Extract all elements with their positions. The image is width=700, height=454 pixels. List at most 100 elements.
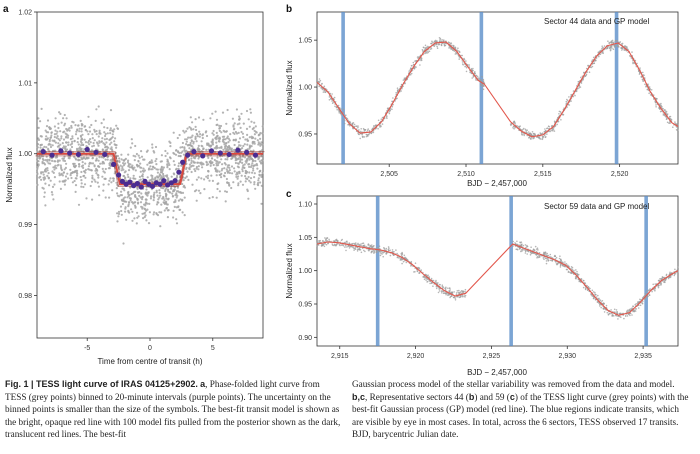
grey-point <box>572 95 574 98</box>
grey-point <box>89 138 92 141</box>
grey-point <box>105 137 108 140</box>
grey-point <box>114 137 117 140</box>
grey-point <box>53 140 56 143</box>
grey-point <box>237 141 240 144</box>
grey-point <box>176 136 179 140</box>
grey-point <box>212 163 215 167</box>
grey-point <box>534 245 537 248</box>
binned-point <box>75 151 82 158</box>
grey-point <box>395 91 398 94</box>
grey-point <box>198 148 201 151</box>
grey-point <box>518 126 520 128</box>
grey-point <box>116 212 119 215</box>
grey-point <box>111 129 114 132</box>
grey-point <box>259 169 262 173</box>
grey-point <box>178 133 181 137</box>
binned-point <box>235 147 241 153</box>
grey-point <box>169 145 172 148</box>
grey-point <box>138 194 141 197</box>
grey-point <box>482 78 485 81</box>
grey-point <box>452 44 455 47</box>
grey-point <box>46 169 49 172</box>
grey-point <box>122 164 126 167</box>
grey-point <box>464 288 467 291</box>
grey-point <box>253 181 256 184</box>
grey-point <box>612 48 615 50</box>
grey-point <box>216 187 219 191</box>
grey-point <box>174 199 177 202</box>
grey-point <box>453 50 456 52</box>
grey-point <box>187 178 190 181</box>
grey-point <box>193 156 196 159</box>
grey-point <box>371 245 374 248</box>
grey-point <box>141 195 144 198</box>
caption-title: Fig. 1 | TESS light curve of IRAS 04125+… <box>5 379 198 389</box>
grey-point <box>323 89 325 91</box>
grey-point <box>187 136 190 139</box>
grey-point <box>210 174 213 177</box>
grey-point <box>318 78 321 80</box>
grey-point <box>42 178 46 181</box>
grey-point <box>637 301 639 303</box>
grey-point <box>52 166 55 169</box>
grey-point <box>152 199 155 202</box>
grey-point <box>128 211 131 214</box>
grey-point <box>387 246 390 248</box>
grey-point <box>69 148 72 151</box>
y-tick-label: 0.98 <box>18 293 32 300</box>
grey-point <box>173 186 176 189</box>
grey-point <box>239 126 242 129</box>
grey-point <box>143 169 146 172</box>
grey-point <box>117 215 120 218</box>
grey-point <box>168 156 172 159</box>
grey-point <box>151 165 155 168</box>
grey-point <box>245 172 248 175</box>
grey-point <box>547 125 550 127</box>
grey-point <box>453 291 455 293</box>
grey-point <box>453 296 456 299</box>
grey-point <box>435 279 437 282</box>
grey-point <box>80 127 83 130</box>
grey-point <box>448 294 450 296</box>
grey-point <box>176 186 179 189</box>
grey-point <box>434 39 437 42</box>
grey-point <box>228 146 231 149</box>
grey-point <box>154 145 158 149</box>
grey-point <box>50 134 53 137</box>
grey-point <box>87 141 90 144</box>
grey-point <box>439 283 441 286</box>
grey-point <box>155 191 158 194</box>
grey-point <box>111 189 114 192</box>
grey-point <box>593 62 595 65</box>
grey-point <box>328 238 330 241</box>
grey-point <box>185 138 188 141</box>
grey-point <box>343 122 346 125</box>
grey-point <box>389 254 392 257</box>
grey-point <box>565 268 568 271</box>
grey-point <box>218 138 221 141</box>
grey-point <box>409 69 412 71</box>
grey-point <box>46 174 49 177</box>
grey-point <box>84 176 87 179</box>
grey-point <box>617 318 619 320</box>
grey-point <box>61 142 64 145</box>
grey-point <box>360 128 363 130</box>
grey-point <box>50 191 54 194</box>
grey-point <box>205 175 208 178</box>
grey-point <box>545 130 547 132</box>
grey-point <box>464 296 466 298</box>
grey-point <box>80 170 83 174</box>
grey-point <box>574 94 576 97</box>
grey-point <box>585 74 587 77</box>
grey-point <box>421 49 424 51</box>
grey-point <box>451 291 453 293</box>
grey-point <box>215 144 218 147</box>
grey-point <box>649 288 651 290</box>
grey-point <box>197 144 200 147</box>
grey-point <box>331 100 333 102</box>
grey-point <box>341 244 344 246</box>
grey-point <box>97 159 100 162</box>
grey-point <box>248 179 251 182</box>
grey-point <box>201 166 204 169</box>
grey-point <box>361 242 364 245</box>
